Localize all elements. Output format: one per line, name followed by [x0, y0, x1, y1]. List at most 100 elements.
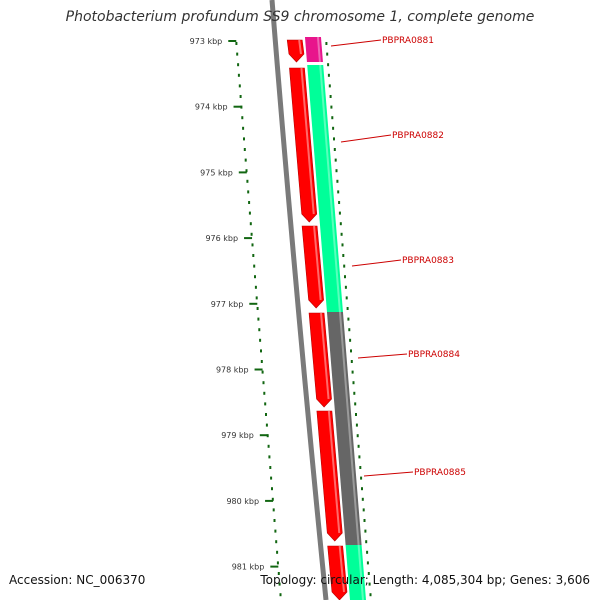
- gc-dot-outer: [362, 508, 365, 512]
- gc-dot-outer: [335, 169, 338, 173]
- gc-dot-inner: [271, 487, 273, 491]
- gc-dot-outer: [327, 73, 330, 77]
- gene-label[interactable]: PBPRA0884: [408, 350, 460, 360]
- gc-dot-outer: [328, 84, 331, 88]
- cog-block-1: [304, 37, 323, 62]
- scale-ticks: 973 kbp 974 kbp 975 kbp 976 kbp 977 kbp 978 k…: [190, 37, 279, 572]
- gc-dot-inner: [249, 222, 252, 226]
- gc-dot-outer: [361, 497, 364, 501]
- gc-dot-outer: [336, 179, 339, 183]
- scale-tick-label: 976 kbp: [205, 234, 238, 243]
- gc-dot-outer: [350, 360, 353, 363]
- gc-dot-inner: [238, 84, 241, 88]
- cds-highlight: [300, 67, 315, 215]
- scale-tick-label: 973 kbp: [190, 37, 223, 46]
- gene-label[interactable]: PBPRA0881: [382, 36, 434, 46]
- gc-dot-outer: [348, 328, 351, 332]
- gc-dot-outer: [345, 296, 348, 300]
- gc-dot-inner: [251, 243, 254, 247]
- scale-tick-label: 974 kbp: [195, 103, 228, 112]
- gc-dot-outer: [346, 307, 349, 310]
- gc-dot-inner: [265, 423, 268, 427]
- cog-highlight: [338, 311, 360, 546]
- gc-dot-inner: [272, 508, 275, 512]
- gene-labels: PBPRA0881 PBPRA0882 PBPRA0883 PBPRA0884 PBPR…: [330, 36, 466, 478]
- gc-dot-outer: [364, 529, 367, 533]
- gc-dot-inner: [260, 349, 262, 353]
- gc-dot-outer: [333, 148, 336, 151]
- cog-block-4: [345, 545, 366, 600]
- gene-label[interactable]: PBPRA0882: [392, 131, 444, 141]
- gc-dot-inner: [275, 540, 278, 544]
- scale-tick-label: 978 kbp: [216, 366, 249, 375]
- gc-dot-outer: [361, 487, 363, 491]
- gc-dot-outer: [366, 561, 369, 565]
- gene-label[interactable]: PBPRA0883: [402, 256, 454, 266]
- cog-highlight: [316, 36, 321, 63]
- gc-dot-inner: [254, 285, 257, 289]
- gc-dot-inner: [243, 137, 245, 141]
- gc-dot-inner: [276, 550, 279, 554]
- gene-label-leader: [340, 134, 392, 143]
- gene-label-leader: [330, 39, 382, 47]
- gc-dot-outer: [342, 254, 345, 257]
- accession-text: Accession: NC_006370: [9, 573, 146, 587]
- gc-dot-inner: [271, 497, 274, 501]
- gc-dot-outer: [365, 540, 368, 544]
- gc-dot-inner: [252, 254, 255, 257]
- cds-highlight: [320, 312, 330, 400]
- scale-tick-label: 981 kbp: [232, 563, 265, 572]
- gene-label[interactable]: PBPRA0885: [414, 468, 466, 478]
- gc-dot-outer: [338, 211, 341, 215]
- backbone-track: [269, 0, 329, 600]
- scale-tick-label: 975 kbp: [200, 168, 233, 177]
- cog-highlight: [357, 544, 364, 600]
- gc-dot-outer: [353, 391, 356, 395]
- gc-dot-inner: [248, 201, 251, 204]
- gc-dot-outer: [344, 285, 347, 289]
- cog-block-2: [307, 65, 343, 312]
- gc-dot-inner: [244, 158, 247, 162]
- gc-dot-outer: [357, 444, 360, 448]
- gc-dot-outer: [368, 582, 371, 586]
- gc-dot-inner: [237, 63, 240, 67]
- gc-dot-outer: [355, 423, 358, 427]
- gc-dot-inner: [276, 561, 279, 565]
- scale-tick-label: 980 kbp: [226, 497, 259, 506]
- gene-label-leader: [357, 353, 408, 359]
- cds-highlight: [338, 545, 345, 593]
- gc-dot-inner: [256, 307, 259, 310]
- gc-dot-outer: [339, 222, 342, 226]
- gc-dot-outer: [351, 370, 354, 374]
- gc-dot-outer: [354, 402, 357, 406]
- gc-dot-outer: [340, 232, 343, 236]
- gc-dot-inner: [268, 455, 271, 459]
- gc-dot-outer: [334, 158, 337, 162]
- gc-dot-inner: [258, 328, 261, 332]
- gc-dot-inner: [239, 95, 242, 98]
- gc-dot-inner: [267, 444, 270, 448]
- gc-dot-inner: [273, 519, 276, 522]
- cds-track: [286, 39, 348, 600]
- gc-dot-outer: [341, 243, 344, 247]
- gc-dot-inner: [236, 52, 239, 56]
- cog-highlight: [319, 64, 341, 313]
- gc-dot-inner: [259, 338, 262, 342]
- gc-dot-inner: [242, 126, 245, 130]
- gc-dot-outer: [325, 42, 328, 45]
- gc-dot-outer: [366, 550, 369, 554]
- gc-dot-outer: [327, 63, 330, 67]
- gc-dot-outer: [330, 105, 333, 109]
- cds-highlight: [298, 39, 302, 55]
- gc-dot-outer: [352, 381, 355, 385]
- gc-dot-inner: [245, 169, 248, 173]
- gc-dot-inner: [257, 317, 260, 321]
- gc-dot-inner: [255, 296, 258, 300]
- gene-label-leader: [351, 259, 402, 267]
- gc-dot-inner: [250, 232, 253, 236]
- gc-dot-inner: [235, 42, 238, 45]
- gc-dot-outer: [333, 137, 335, 141]
- gc-dot-outer: [343, 264, 346, 268]
- gene-label-leader: [363, 471, 414, 477]
